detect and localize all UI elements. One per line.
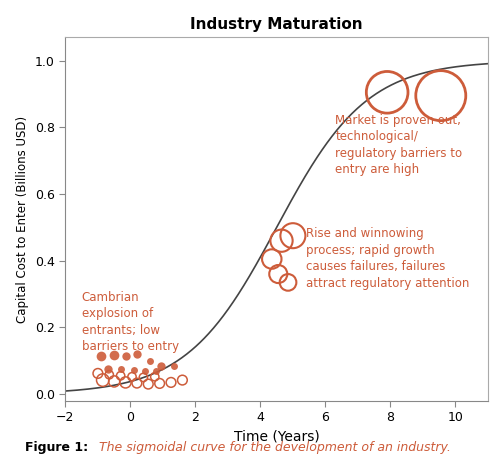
Point (179, 377, 187, 384)
Point (117, 365, 125, 373)
Point (133, 379, 141, 387)
Point (157, 362, 165, 370)
Point (94, 370, 102, 377)
Point (110, 377, 118, 385)
Point (383, 89, 391, 96)
Point (152, 367, 160, 375)
Point (437, 92, 445, 99)
Text: Market is proven out,
technological/
regulatory barriers to
entry are high: Market is proven out, technological/ reg… (335, 114, 462, 177)
Point (284, 279, 292, 286)
Point (139, 374, 147, 381)
Point (117, 372, 125, 379)
Point (104, 365, 112, 373)
Title: Industry Maturation: Industry Maturation (190, 17, 363, 32)
Point (278, 237, 286, 245)
Y-axis label: Capital Cost to Enter (Billions USD): Capital Cost to Enter (Billions USD) (17, 116, 29, 322)
Point (144, 380, 152, 388)
Point (105, 371, 113, 378)
Point (122, 352, 130, 359)
Text: Cambrian
explosion of
entrants; low
barriers to entry: Cambrian explosion of entrants; low barr… (81, 291, 179, 353)
Point (170, 362, 178, 370)
Point (110, 351, 118, 358)
X-axis label: Time (Years): Time (Years) (234, 430, 319, 444)
Point (130, 366, 138, 374)
Point (167, 379, 175, 386)
Point (289, 232, 297, 240)
Text: Figure 1:: Figure 1: (25, 441, 88, 454)
Point (146, 357, 154, 364)
Text: The sigmoidal curve for the development of an industry.: The sigmoidal curve for the development … (91, 441, 450, 454)
Point (141, 368, 149, 375)
Point (274, 270, 282, 278)
Point (155, 380, 163, 387)
Point (122, 379, 130, 386)
Point (99, 377, 107, 384)
Point (97, 352, 105, 359)
Point (151, 373, 159, 380)
Point (128, 373, 136, 380)
Text: Rise and winnowing
process; rapid growth
causes failures, failures
attract regul: Rise and winnowing process; rapid growth… (306, 227, 469, 290)
Point (133, 350, 141, 358)
Point (268, 255, 276, 263)
